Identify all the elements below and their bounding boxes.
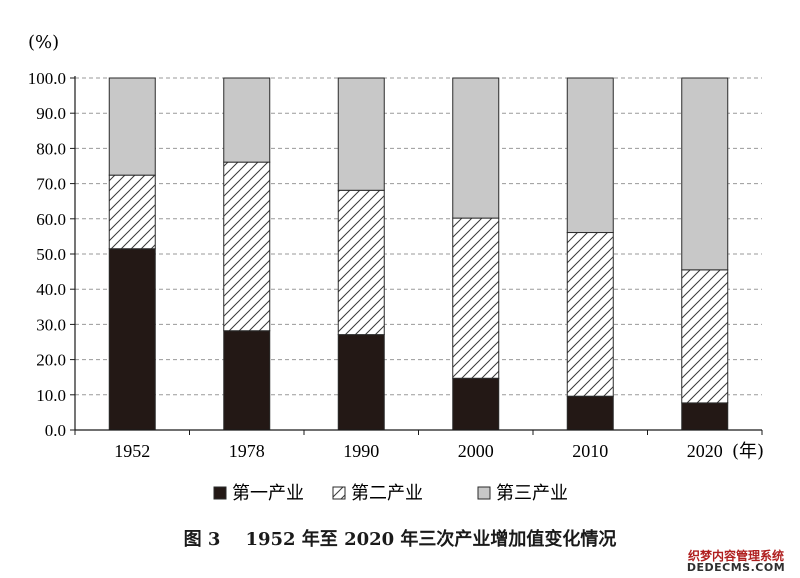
legend-swatch-1 [213, 486, 227, 500]
y-tick-label: 20.0 [36, 351, 66, 370]
bar-segment-3-1952 [108, 77, 156, 176]
legend-label-1: 第一产业 [232, 483, 304, 504]
bar-segment-2-2020 [681, 269, 729, 404]
watermark-line-1: 织梦内容管理系统 [687, 548, 784, 563]
bar-segment-1-2010 [566, 395, 614, 431]
figure-caption: 图 3 1952 年至 2020 年三次产业增加值变化情况 [0, 525, 800, 551]
x-tick-label: 1952 [114, 441, 150, 461]
x-axis-unit: (年) [732, 441, 764, 462]
x-tick-label: 1978 [229, 441, 265, 461]
figure-label: 图 3 [183, 529, 221, 550]
y-tick-label: 40.0 [36, 280, 66, 299]
bar-segment-1-1952 [108, 248, 156, 431]
bar-segment-1-1978 [223, 330, 271, 431]
x-axis-ticks: 1952 1978 1990 2000 2010 2020 [74, 430, 763, 461]
bar-segment-2-2000 [452, 217, 500, 379]
y-tick-label: 30.0 [36, 315, 66, 334]
figure-title: 1952 年至 2020 年三次产业增加值变化情况 [245, 529, 617, 550]
bar-segment-1-1990 [337, 334, 385, 431]
x-tick-label: 1990 [343, 441, 379, 461]
y-tick-label: 0.0 [45, 421, 66, 440]
x-tick-label: 2000 [458, 441, 494, 461]
bar-segment-3-2000 [452, 77, 500, 219]
bar-segment-1-2020 [681, 402, 729, 431]
grid-lines [75, 77, 762, 396]
y-tick-label: 10.0 [36, 386, 66, 405]
bar-segment-2-2010 [566, 232, 614, 397]
legend-label-2: 第二产业 [351, 483, 423, 504]
bar-segment-3-1990 [337, 77, 385, 191]
bar-segment-3-2020 [681, 77, 729, 271]
axes [74, 76, 762, 431]
bar-segment-3-2010 [566, 77, 614, 234]
stacked-bar-chart: (%) 0.0 10.0 20.0 30.0 40.0 50.0 60.0 70.0 80.0 9… [28, 32, 764, 504]
x-tick-label: 2020 [687, 441, 723, 461]
y-tick-label: 60.0 [36, 210, 66, 229]
y-axis-unit: (%) [28, 32, 59, 53]
legend-swatch-3 [477, 486, 491, 500]
y-axis-ticks: 0.0 10.0 20.0 30.0 40.0 50.0 60.0 70.0 80.0 90.0 1… [28, 69, 75, 440]
bar-segment-3-1978 [223, 77, 271, 163]
legend-label-3: 第三产业 [496, 483, 568, 504]
site-watermark: 织梦内容管理系统 DEDECMS.COM [678, 550, 794, 574]
bar-segment-2-1952 [108, 174, 156, 250]
legend: 第一产业 第二产业 第三产业 [213, 483, 568, 504]
watermark-line-2: DEDECMS.COM [686, 561, 786, 575]
bar-segment-1-2000 [452, 377, 500, 431]
y-tick-label: 80.0 [36, 139, 66, 158]
bars [108, 77, 729, 431]
y-tick-label: 50.0 [36, 245, 66, 264]
x-tick-label: 2010 [572, 441, 608, 461]
y-tick-label: 70.0 [36, 175, 66, 194]
y-tick-label: 90.0 [36, 104, 66, 123]
legend-swatch-2 [332, 486, 346, 500]
y-tick-label: 100.0 [28, 69, 66, 88]
bar-segment-2-1990 [337, 189, 385, 336]
bar-segment-2-1978 [223, 161, 271, 332]
